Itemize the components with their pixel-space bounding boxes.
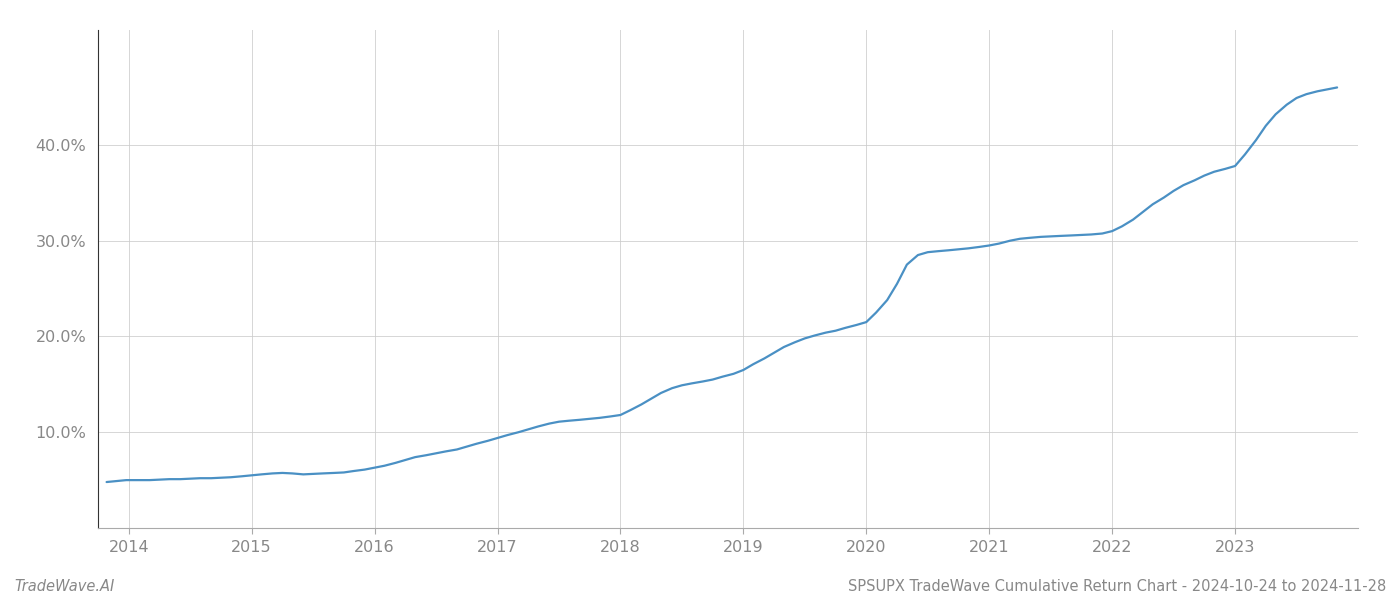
Text: TradeWave.AI: TradeWave.AI (14, 579, 115, 594)
Text: SPSUPX TradeWave Cumulative Return Chart - 2024-10-24 to 2024-11-28: SPSUPX TradeWave Cumulative Return Chart… (848, 579, 1386, 594)
